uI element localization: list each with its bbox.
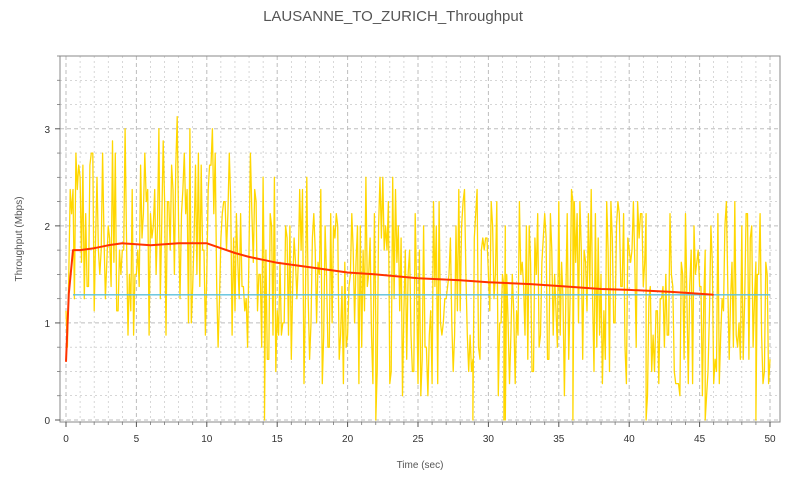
x-tick-label: 40 <box>624 434 636 445</box>
axis-ticks: 0 5 10 15 20 25 30 35 40 45 50 0 1 2 3 <box>44 55 776 445</box>
x-tick-label: 35 <box>553 434 565 445</box>
instantaneous-throughput-line <box>65 116 771 421</box>
x-tick-label: 30 <box>483 434 495 445</box>
x-tick-label: 0 <box>63 434 69 445</box>
y-tick-label: 1 <box>44 319 50 330</box>
x-tick-label: 20 <box>342 434 354 445</box>
x-tick-label: 15 <box>272 434 284 445</box>
x-tick-label: 50 <box>764 434 776 445</box>
running-average-line <box>65 242 714 362</box>
chart-title: LAUSANNE_TO_ZURICH_Throughput <box>263 8 523 25</box>
y-tick-label: 0 <box>44 416 50 427</box>
y-tick-label: 2 <box>44 222 50 233</box>
x-tick-label: 25 <box>412 434 424 445</box>
y-tick-label: 3 <box>44 125 50 136</box>
x-axis-title: Time (sec) <box>397 460 444 471</box>
x-tick-label: 5 <box>134 434 140 445</box>
plot-frame <box>59 55 781 423</box>
series-layer <box>65 116 771 421</box>
x-tick-label: 10 <box>201 434 213 445</box>
x-tick-label: 45 <box>694 434 706 445</box>
y-axis-title: Throughput (Mbps) <box>14 196 25 281</box>
